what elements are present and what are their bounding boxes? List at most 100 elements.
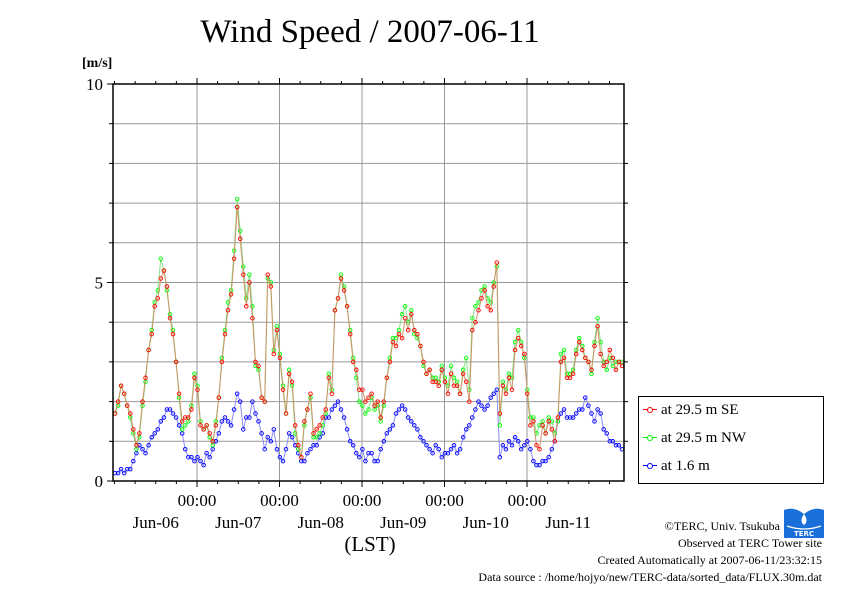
y-tick-label: 10 <box>86 75 103 94</box>
data-point <box>170 411 176 416</box>
data-point <box>460 435 466 440</box>
site-text: Observed at TERC Tower site <box>677 536 822 550</box>
data-point <box>405 327 411 333</box>
data-point <box>598 411 603 416</box>
data-point <box>418 343 423 349</box>
data-point <box>580 407 585 412</box>
data-point <box>393 411 399 416</box>
data-point <box>268 439 274 444</box>
data-point <box>231 407 237 412</box>
grid <box>113 84 624 481</box>
data-point <box>320 431 325 436</box>
data-point <box>253 359 258 365</box>
data-point <box>549 427 555 432</box>
data-point <box>454 450 460 456</box>
data-point <box>314 435 319 440</box>
data-point <box>540 458 545 464</box>
data-point <box>561 347 567 353</box>
data-point <box>146 443 151 448</box>
data-point <box>485 403 490 408</box>
data-point <box>381 439 387 444</box>
day-label: Jun-10 <box>463 513 509 532</box>
data-point <box>463 355 469 361</box>
legend-item-se: at 29.5 m SE <box>643 400 739 420</box>
data-point <box>372 458 377 464</box>
data-point <box>237 399 243 404</box>
data-point <box>525 391 530 396</box>
data-point <box>457 391 463 396</box>
data-point <box>317 423 322 428</box>
data-point <box>479 296 484 301</box>
x-axis-label: (LST) <box>344 532 396 556</box>
data-point <box>476 399 481 404</box>
data-point <box>558 411 564 416</box>
data-point <box>482 407 487 412</box>
data-point <box>454 383 460 388</box>
data-point <box>436 446 441 452</box>
data-point <box>430 450 435 456</box>
data-point <box>372 403 377 408</box>
data-point <box>308 391 313 396</box>
data-point <box>173 359 179 365</box>
data-point <box>326 375 332 381</box>
data-point <box>335 296 341 301</box>
data-point <box>317 431 322 436</box>
data-point <box>610 355 616 361</box>
data-point <box>366 395 371 400</box>
data-point <box>485 304 490 309</box>
data-point <box>610 439 616 444</box>
data-point <box>473 304 478 309</box>
data-point <box>366 407 371 412</box>
data-point <box>292 431 298 436</box>
data-point <box>137 431 142 436</box>
x-tick-label: 00:00 <box>260 491 299 510</box>
data-point <box>558 359 564 365</box>
data-point <box>439 454 445 460</box>
data-point <box>500 443 506 448</box>
data-point <box>470 315 475 321</box>
data-point <box>179 427 185 432</box>
data-point <box>451 443 457 448</box>
data-point <box>347 331 353 337</box>
day-label: Jun-09 <box>380 513 426 532</box>
data-point <box>326 415 332 420</box>
data-point <box>250 304 255 309</box>
data-point <box>451 383 457 388</box>
data-point <box>320 415 325 420</box>
data-point <box>271 351 277 357</box>
data-point <box>494 260 500 265</box>
data-point <box>341 415 347 420</box>
data-point <box>176 391 182 396</box>
data-point <box>158 276 164 281</box>
data-point <box>164 284 170 289</box>
data-point <box>357 387 362 392</box>
data-point <box>338 276 344 281</box>
data-point <box>393 343 399 349</box>
data-point <box>241 264 246 269</box>
data-point <box>375 399 380 404</box>
data-point <box>448 371 454 377</box>
data-point <box>128 466 133 472</box>
data-point <box>506 375 512 381</box>
data-point <box>497 454 503 460</box>
data-point <box>363 399 368 404</box>
data-point <box>418 435 423 440</box>
data-point <box>234 391 240 396</box>
data-point <box>558 351 564 357</box>
data-point <box>445 450 451 456</box>
data-point <box>311 443 316 448</box>
data-point <box>274 446 280 452</box>
data-point <box>289 379 295 385</box>
data-point <box>201 462 206 468</box>
data-point <box>305 407 310 412</box>
data-point <box>354 367 359 373</box>
data-point <box>247 415 252 420</box>
data-point <box>439 367 445 373</box>
data-point <box>323 407 328 412</box>
data-point <box>311 431 316 436</box>
legend-swatch-low <box>643 461 657 471</box>
data-point <box>179 419 185 424</box>
data-point <box>140 446 145 452</box>
x-tick-label: 00:00 <box>425 491 464 510</box>
data-point <box>528 415 533 420</box>
